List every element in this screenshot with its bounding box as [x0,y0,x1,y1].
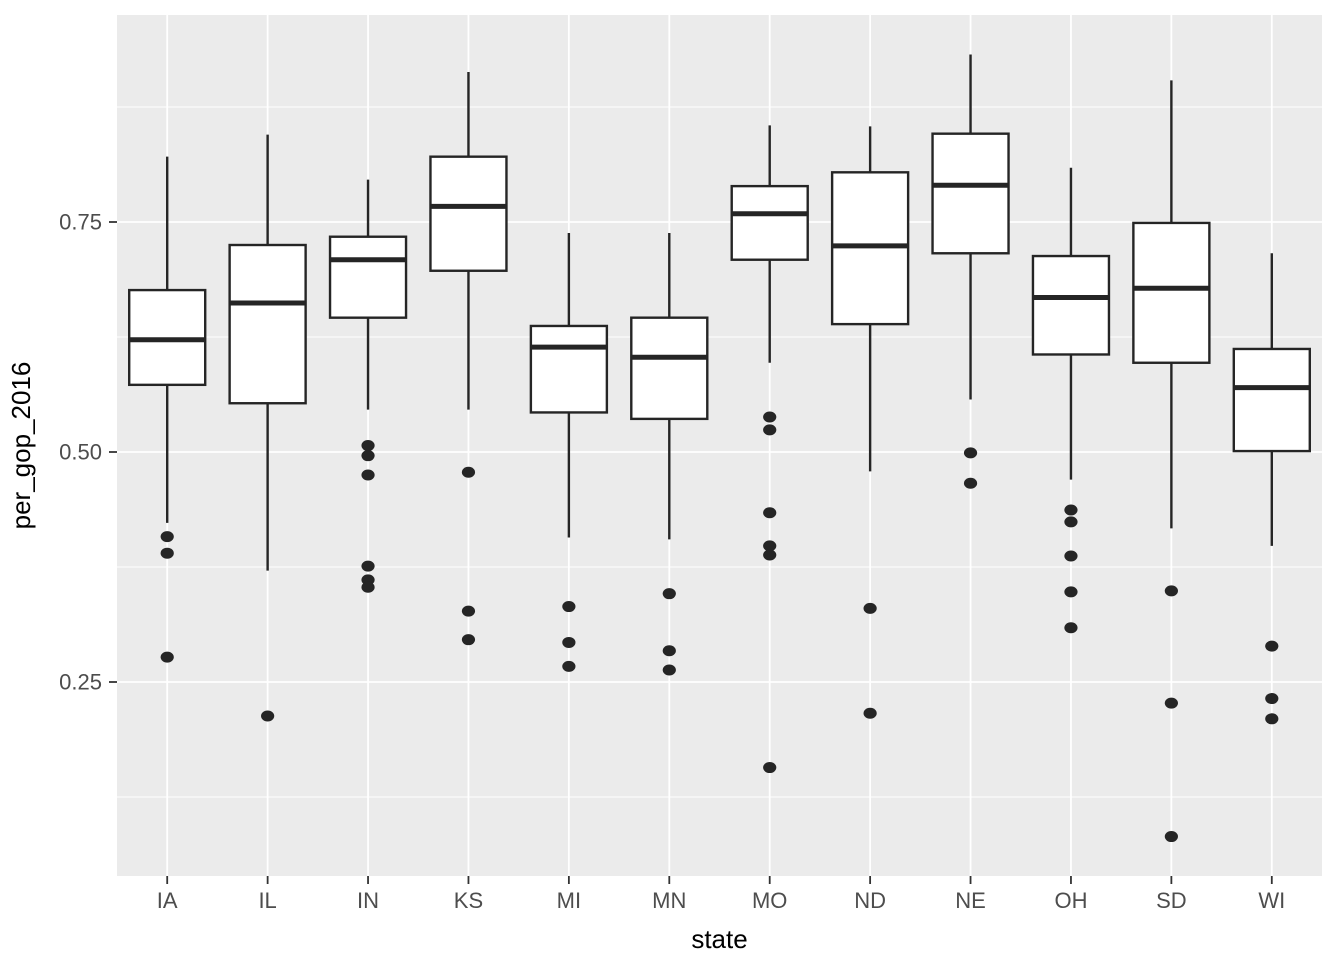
boxplots [128,54,1311,843]
axes: 0.75 0.50 0.25 IA IL IN KS MI MN MO ND NE OH SD WI [59,210,1285,914]
outlier-point [763,411,777,423]
outlier-point [361,469,375,481]
x-tick-label: IL [258,888,276,913]
outlier-point [160,651,174,663]
outlier-point [662,588,676,600]
outlier-point [662,645,676,657]
outlier-point [361,581,375,593]
outlier-point [763,507,777,519]
x-tick-label: MI [557,888,581,913]
outlier-point [361,440,375,452]
x-tick-label: SD [1156,888,1187,913]
box-rect [931,132,1010,255]
x-tick-label: OH [1054,888,1087,913]
x-tick-label: WI [1258,888,1285,913]
outlier-point [461,466,476,478]
outlier-point [963,447,978,459]
box-rect [328,235,408,319]
y-tick-label: 0.50 [59,440,102,465]
outlier-point [562,660,576,672]
panel-background [117,15,1322,876]
outlier-point [763,424,777,436]
outlier-point [763,549,777,561]
outlier-point [1164,585,1178,597]
boxplot-MO [730,125,809,774]
box-rect [1132,221,1211,364]
boxplot-IL [228,134,307,722]
boxplot-OH [1031,167,1111,634]
outlier-point [1064,550,1078,562]
box-rect [1232,347,1311,453]
outlier-point [863,602,877,614]
boxplot-IA [128,156,207,663]
outlier-point [763,762,777,774]
outlier-point [662,664,676,676]
y-tick-label: 0.75 [59,210,102,235]
outlier-point [763,540,777,552]
box-rect [1031,254,1111,356]
boxplot-ND [830,126,910,719]
outlier-point [1164,697,1178,709]
x-tick-label: MN [652,888,686,913]
x-tick-label: MO [752,888,787,913]
plot-panel [117,15,1322,876]
outlier-point [261,710,275,722]
x-tick-label: ND [854,888,886,913]
outlier-point [361,450,375,462]
outlier-point [461,634,476,646]
boxplot-MI [529,233,609,672]
outlier-point [1064,516,1078,528]
box-rect [630,316,709,421]
x-axis-title: state [691,924,747,954]
outlier-point [863,707,877,719]
outlier-point [562,601,576,613]
outlier-point [1164,831,1178,843]
y-tick-label: 0.25 [59,670,102,695]
outlier-point [1064,622,1078,634]
outlier-point [1064,586,1078,598]
boxplot-NE [931,54,1010,489]
boxplot-WI [1232,253,1311,725]
outlier-point [160,547,174,559]
x-tick-label: IA [157,888,178,913]
outlier-point [461,605,476,617]
box-rect [730,184,809,261]
y-axis-title: per_gop_2016 [6,362,36,530]
outlier-point [963,477,978,489]
boxplot-SD [1132,80,1211,843]
box-rect [429,155,508,272]
outlier-point [1265,713,1279,725]
outlier-point [562,636,576,648]
outlier-point [1265,640,1279,652]
x-tick-label: KS [454,888,483,913]
boxplot-MN [630,233,709,676]
boxplot-KS [429,72,508,646]
outlier-point [1265,693,1279,705]
outlier-point [160,531,174,543]
outlier-point [361,560,375,572]
x-tick-label: NE [955,888,986,913]
box-rect [228,243,307,405]
outlier-point [1064,504,1078,516]
box-rect [529,324,609,414]
boxplot-IN [328,179,408,593]
x-tick-label: IN [357,888,379,913]
